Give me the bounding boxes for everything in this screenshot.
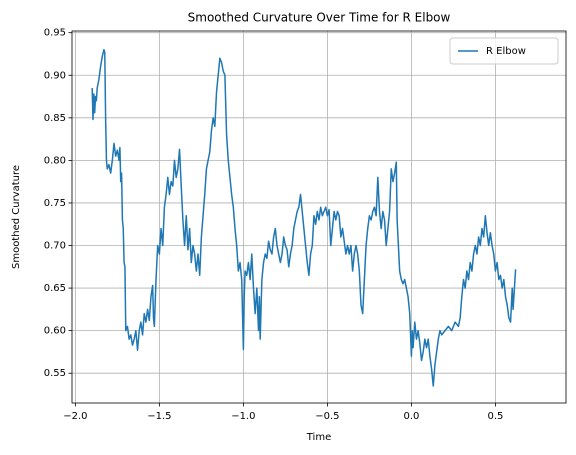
y-tick-label: 0.95 <box>44 28 66 39</box>
chart-title: Smoothed Curvature Over Time for R Elbow <box>188 11 451 25</box>
x-tick-label: 0.5 <box>487 411 503 422</box>
y-tick-label: 0.60 <box>44 326 66 337</box>
x-tick-label: −1.5 <box>147 411 171 422</box>
legend-box <box>449 37 559 65</box>
y-tick-label: 0.75 <box>44 198 66 209</box>
x-tick-label: −0.5 <box>315 411 339 422</box>
y-tick-label: 0.85 <box>44 113 66 124</box>
y-tick-label: 0.90 <box>44 70 66 81</box>
legend-label: R Elbow <box>486 46 526 57</box>
y-tick-label: 0.80 <box>44 155 66 166</box>
y-tick-label: 0.70 <box>44 241 66 252</box>
data-line <box>91 48 517 387</box>
x-tick-label: −2.0 <box>63 411 87 422</box>
plot-frame <box>71 30 567 404</box>
x-tick-label: −1.0 <box>231 411 255 422</box>
x-tick-label: 0.0 <box>403 411 419 422</box>
y-tick-label: 0.55 <box>44 368 66 379</box>
y-axis-label: Smoothed Curvature <box>11 165 22 269</box>
y-tick-label: 0.65 <box>44 283 66 294</box>
x-axis-label: Time <box>306 432 331 443</box>
